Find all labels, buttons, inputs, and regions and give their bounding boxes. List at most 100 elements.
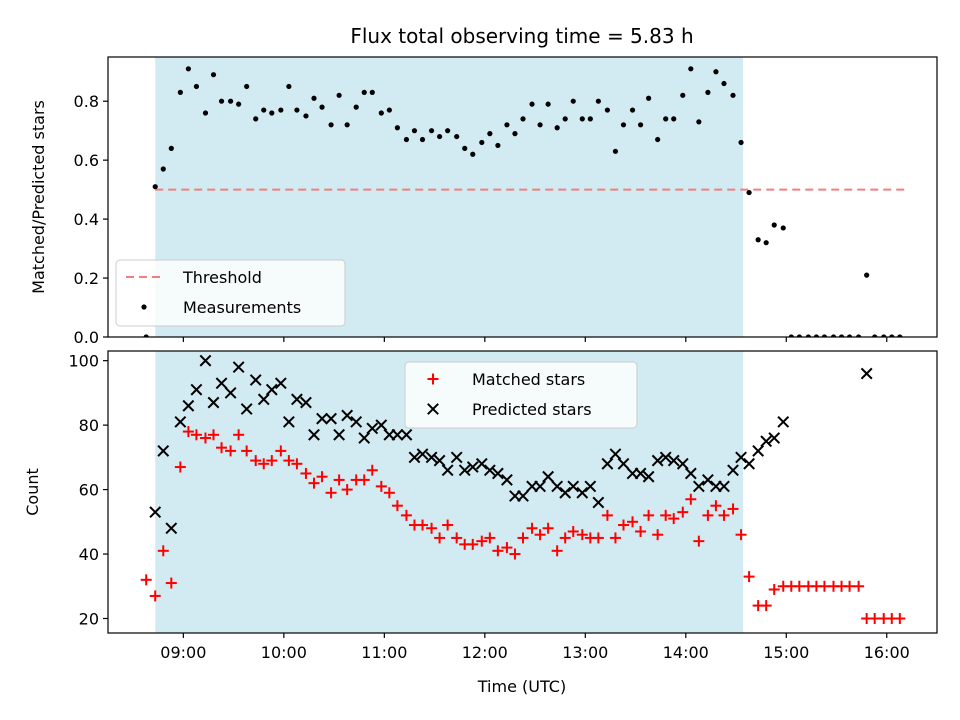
- predicted-stars-point: [350, 415, 363, 428]
- y-tick-label: 60: [79, 481, 99, 500]
- predicted-stars-point: [149, 506, 162, 519]
- measurements-point: [805, 334, 811, 337]
- legend-box: [404, 361, 638, 429]
- matched-stars-point: [743, 571, 755, 583]
- measurements-point: [655, 136, 661, 143]
- measurements-point: [411, 128, 418, 134]
- matched-stars-point: [627, 516, 639, 528]
- matched-stars-point: [165, 577, 177, 589]
- legend: Threshold Measurements: [115, 259, 346, 327]
- y-tick-label: 80: [79, 416, 99, 435]
- measurements-point: [872, 334, 878, 337]
- predicted-stars-point: [609, 448, 622, 461]
- measurements-point: [554, 125, 560, 131]
- measurements-point: [663, 116, 669, 122]
- matched-stars-point: [442, 519, 454, 531]
- legend-matched-swatch: [427, 373, 439, 385]
- predicted-stars-point: [450, 451, 463, 464]
- matched-stars-point: [710, 500, 722, 512]
- measurements-point: [696, 119, 702, 125]
- matched-stars-point: [190, 429, 202, 441]
- measurements-point: [378, 110, 384, 116]
- matched-stars-point: [592, 532, 604, 544]
- measurements-point: [278, 107, 284, 113]
- matched-stars-point: [149, 590, 161, 602]
- predicted-stars-point: [517, 490, 529, 502]
- predicted-stars-point: [391, 428, 404, 441]
- matched-stars-point: [316, 471, 328, 483]
- measurements-point: [152, 184, 158, 190]
- predicted-stars-point: [416, 448, 429, 461]
- predicted-stars-point: [366, 422, 379, 435]
- predicted-stars-point: [576, 486, 589, 499]
- predicted-stars-point: [282, 415, 295, 428]
- matched-stars-point: [484, 532, 496, 544]
- legend: Matched stars Predicted stars: [404, 361, 638, 429]
- matched-stars-point: [542, 522, 554, 534]
- predicted-stars-point: [316, 412, 328, 425]
- predicted-stars-point: [727, 464, 739, 477]
- x-tick-label: 14:00: [663, 643, 709, 662]
- predicted-stars-point: [592, 496, 605, 509]
- measurements-point: [587, 116, 593, 122]
- matched-stars-point: [760, 600, 772, 612]
- predicted-stars-point: [325, 412, 337, 425]
- measurements-point: [462, 145, 468, 151]
- measurements-point: [286, 83, 292, 90]
- matched-stars-point: [258, 458, 270, 470]
- matched-stars-point: [300, 467, 312, 479]
- predicted-stars-point: [400, 428, 413, 441]
- measurements-point: [168, 145, 174, 151]
- matched-stars-point: [417, 519, 429, 531]
- predicted-stars-point: [584, 480, 597, 493]
- predicted-stars-point: [501, 474, 513, 486]
- predicted-stars-point: [551, 480, 564, 493]
- measurements-point: [319, 104, 325, 110]
- matched-stars-point: [467, 538, 479, 550]
- y-tick-label: 0.0: [74, 328, 99, 347]
- predicted-stars-point: [375, 419, 388, 432]
- predicted-stars-point: [308, 428, 320, 441]
- measurements-point: [495, 142, 501, 149]
- predicted-stars-point: [408, 451, 421, 464]
- matched-stars-point: [526, 522, 538, 534]
- x-tick-label: 10:00: [261, 643, 307, 662]
- measurements-point: [403, 136, 410, 143]
- measurements-point: [856, 334, 862, 337]
- measurements-point: [454, 133, 460, 140]
- predicted-stars-point: [232, 361, 245, 374]
- predicted-stars-point: [240, 403, 253, 415]
- measurements-point: [529, 101, 535, 107]
- matched-stars-point: [501, 542, 513, 554]
- measurements-point: [838, 334, 845, 337]
- predicted-stars-point: [642, 470, 655, 483]
- matched-stars-point: [551, 545, 563, 557]
- legend-predicted-swatch: [427, 403, 439, 415]
- matched-stars-point: [140, 574, 152, 586]
- measurements-point: [646, 95, 652, 101]
- x-tick-label: 09:00: [160, 643, 206, 662]
- measurements-point: [738, 139, 744, 146]
- predicted-stars-point: [659, 451, 672, 464]
- matched-stars-point: [735, 529, 747, 541]
- matched-stars-point: [559, 532, 571, 544]
- matched-stars-point: [216, 442, 228, 454]
- matched-stars-point: [383, 487, 395, 499]
- measurements-point: [680, 92, 686, 98]
- matched-stars-point: [283, 455, 295, 467]
- predicted-stars-point: [207, 396, 220, 409]
- matched-stars-point: [643, 509, 655, 521]
- x-tick-label: 16:00: [864, 643, 910, 662]
- matched-stars-point: [426, 522, 438, 534]
- predicted-stars-point: [174, 415, 187, 428]
- predicted-stars-point: [692, 480, 705, 493]
- measurements-point: [570, 98, 576, 104]
- measurements-point: [344, 122, 350, 128]
- matched-stars-point: [517, 532, 529, 544]
- measurements-point: [830, 334, 837, 337]
- matched-stars-point: [366, 464, 378, 476]
- matched-stars-point: [567, 525, 579, 537]
- matched-stars-point: [702, 509, 714, 521]
- matched-stars-point: [492, 545, 504, 557]
